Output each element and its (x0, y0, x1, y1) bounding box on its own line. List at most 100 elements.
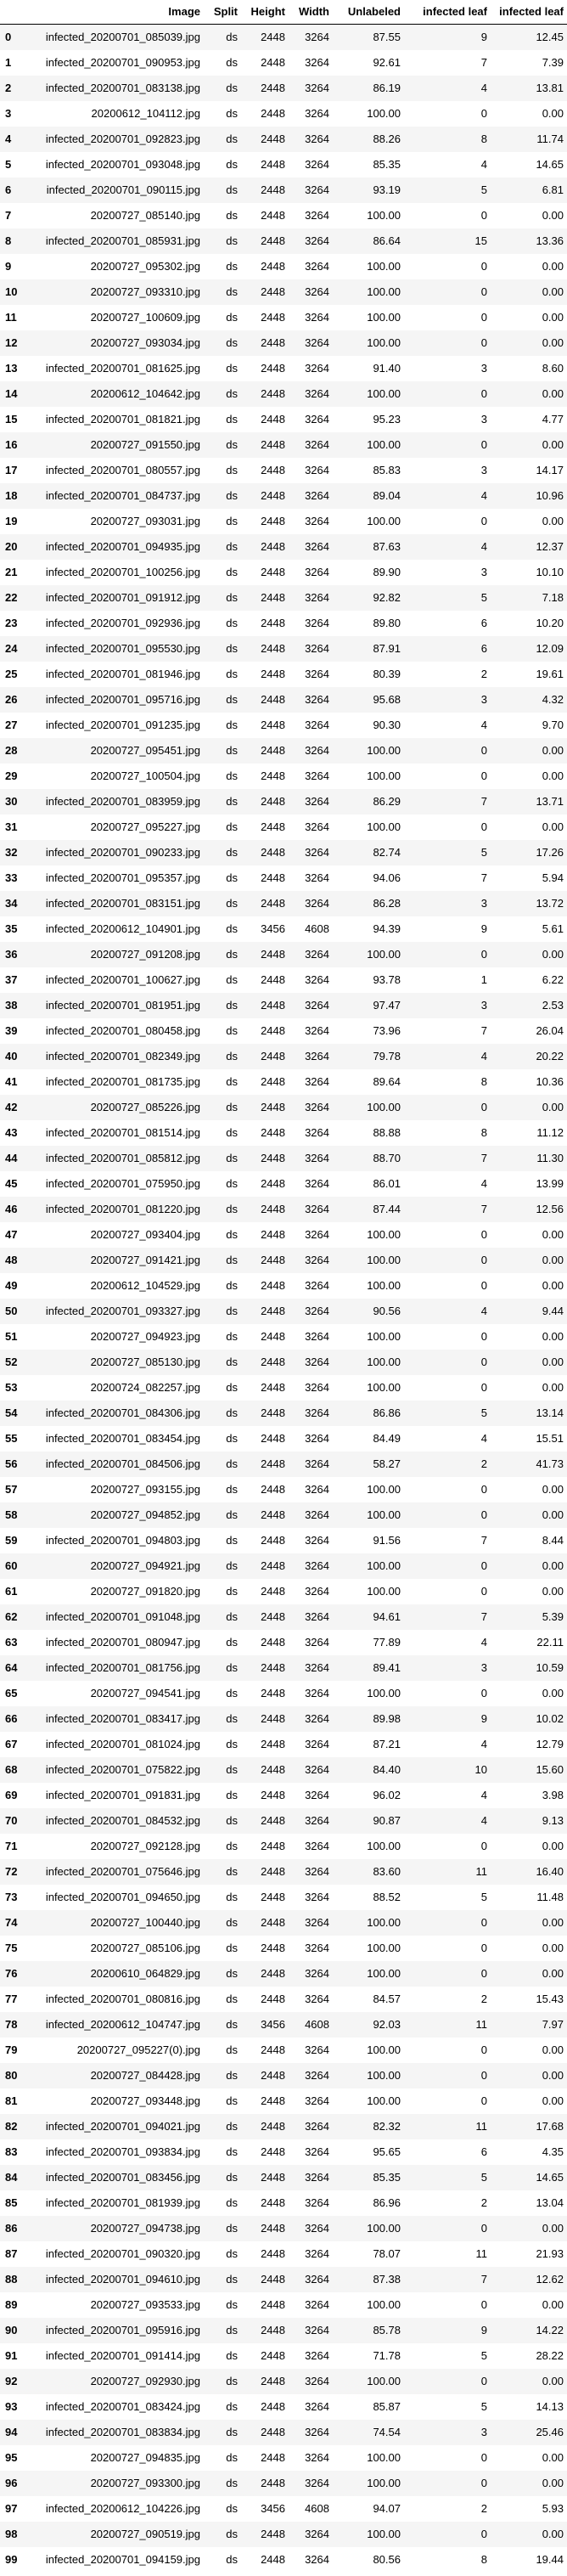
cell-width: 3264 (305, 1916, 329, 1929)
table-row: 34 infected_20200701_083151.jpg ds 2448 3264… (0, 891, 567, 916)
row-index: 21 (5, 566, 18, 578)
cell-height: 2448 (261, 2477, 285, 2489)
cell-width: 3264 (305, 1610, 329, 1623)
cell-infected-leaf-count: 0 (480, 1356, 487, 1368)
table-row: 68 infected_20200701_075822.jpg ds 2448 3264… (0, 1757, 567, 1783)
cell-height: 2448 (261, 1993, 285, 2005)
cell-width: 3264 (305, 973, 329, 986)
cell-infected-leaf-count: 0 (480, 1101, 487, 1113)
cell-split: ds (226, 56, 238, 69)
cell-height: 2448 (261, 1585, 285, 1598)
cell-infected-leaf-percent: 8.44 (542, 1534, 564, 1547)
cell-width: 3264 (305, 1814, 329, 1827)
cell-unlabeled: 74.54 (373, 2426, 401, 2438)
cell-infected-leaf-percent: 9.13 (542, 1814, 564, 1827)
cell-width: 3264 (305, 668, 329, 680)
cell-infected-leaf-count: 0 (480, 820, 487, 833)
cell-height: 2448 (261, 1050, 285, 1063)
cell-width: 3264 (305, 1508, 329, 1521)
row-index: 99 (5, 2553, 18, 2566)
cell-width: 3264 (305, 1126, 329, 1139)
row-index: 56 (5, 1457, 18, 1470)
row-index: 30 (5, 795, 18, 808)
table-row: 65 20200727_094541.jpg ds 2448 3264 100.00 0 0.… (0, 1681, 567, 1706)
cell-unlabeled: 100.00 (367, 1330, 401, 1343)
cell-width: 3264 (305, 56, 329, 69)
cell-width: 3264 (305, 1559, 329, 1572)
cell-split: ds (226, 2273, 238, 2286)
table-row: 10 20200727_093310.jpg ds 2448 3264 100.00 0 0.… (0, 279, 567, 305)
cell-unlabeled: 71.78 (373, 2349, 401, 2362)
cell-image: 20200727_093031.jpg (90, 515, 200, 527)
cell-height: 2448 (261, 1101, 285, 1113)
cell-unlabeled: 82.32 (373, 2120, 401, 2133)
cell-infected-leaf-percent: 25.46 (536, 2426, 564, 2438)
table-row: 22 infected_20200701_091912.jpg ds 2448 3264… (0, 585, 567, 611)
cell-width: 3264 (305, 1585, 329, 1598)
table-row: 55 infected_20200701_083454.jpg ds 2448 3264… (0, 1426, 567, 1451)
cell-image: 20200727_095451.jpg (90, 744, 200, 757)
row-index: 65 (5, 1687, 18, 1699)
cell-infected-leaf-percent: 13.72 (536, 897, 564, 910)
cell-split: ds (226, 1152, 238, 1164)
cell-unlabeled: 100.00 (367, 2451, 401, 2464)
cell-infected-leaf-percent: 0.00 (542, 2094, 564, 2107)
cell-infected-leaf-count: 6 (480, 642, 487, 655)
cell-width: 3264 (305, 1865, 329, 1878)
cell-height: 2448 (261, 1177, 285, 1190)
cell-image: infected_20200701_084506.jpg (45, 1457, 200, 1470)
cell-image: infected_20200701_095530.jpg (45, 642, 200, 655)
cell-unlabeled: 100.00 (367, 2298, 401, 2311)
cell-height: 2448 (261, 2120, 285, 2133)
cell-unlabeled: 89.64 (373, 1075, 401, 1088)
cell-infected-leaf-count: 0 (480, 1330, 487, 1343)
cell-unlabeled: 73.96 (373, 1024, 401, 1037)
cell-image: 20200727_093448.jpg (90, 2094, 200, 2107)
table-row: 66 infected_20200701_083417.jpg ds 2448 3264… (0, 1706, 567, 1732)
table-row: 36 20200727_091208.jpg ds 2448 3264 100.00 0 0.… (0, 942, 567, 967)
table-row: 92 20200727_092930.jpg ds 2448 3264 100.00 0 0.… (0, 2369, 567, 2394)
cell-unlabeled: 100.00 (367, 515, 401, 527)
cell-unlabeled: 94.07 (373, 2502, 401, 2515)
cell-height: 2448 (261, 82, 285, 94)
cell-height: 2448 (261, 1840, 285, 1852)
cell-split: ds (226, 234, 238, 247)
cell-infected-leaf-count: 0 (480, 2477, 487, 2489)
cell-height: 2448 (261, 1075, 285, 1088)
cell-infected-leaf-percent: 0.00 (542, 285, 564, 298)
cell-width: 3264 (305, 566, 329, 578)
cell-infected-leaf-count: 5 (480, 1406, 487, 1419)
row-index: 85 (5, 2196, 18, 2209)
cell-height: 2448 (261, 871, 285, 884)
table-row: 79 20200727_095227(0).jpg ds 2448 3264 100.00… (0, 2038, 567, 2063)
row-index: 46 (5, 1203, 18, 1215)
cell-image: 20200727_093300.jpg (90, 2477, 200, 2489)
cell-infected-leaf-percent: 41.73 (536, 1457, 564, 1470)
cell-width: 3264 (305, 183, 329, 196)
cell-unlabeled: 86.96 (373, 2196, 401, 2209)
cell-infected-leaf-count: 0 (480, 285, 487, 298)
cell-height: 2448 (261, 846, 285, 859)
cell-width: 3264 (305, 693, 329, 706)
cell-infected-leaf-percent: 0.00 (542, 311, 564, 324)
table-row: 26 infected_20200701_095716.jpg ds 2448 3264… (0, 687, 567, 713)
cell-unlabeled: 88.26 (373, 132, 401, 145)
cell-image: infected_20200701_090115.jpg (46, 183, 200, 196)
cell-infected-leaf-percent: 7.39 (542, 56, 564, 69)
table-row: 73 infected_20200701_094650.jpg ds 2448 3264… (0, 1885, 567, 1910)
cell-width: 3264 (305, 1840, 329, 1852)
row-index: 95 (5, 2451, 18, 2464)
row-index: 13 (5, 362, 18, 375)
cell-split: ds (226, 362, 238, 375)
cell-unlabeled: 90.87 (373, 1814, 401, 1827)
row-index: 2 (5, 82, 12, 94)
cell-infected-leaf-count: 0 (480, 1559, 487, 1572)
cell-infected-leaf-count: 0 (480, 2298, 487, 2311)
table-row: 15 infected_20200701_081821.jpg ds 2448 3264… (0, 407, 567, 432)
cell-image: 20200727_090519.jpg (90, 2528, 200, 2540)
cell-infected-leaf-percent: 0.00 (542, 1381, 564, 1394)
row-index: 36 (5, 948, 18, 961)
cell-infected-leaf-count: 8 (480, 2553, 487, 2566)
cell-infected-leaf-percent: 0.00 (542, 2043, 564, 2056)
cell-height: 2448 (261, 209, 285, 222)
